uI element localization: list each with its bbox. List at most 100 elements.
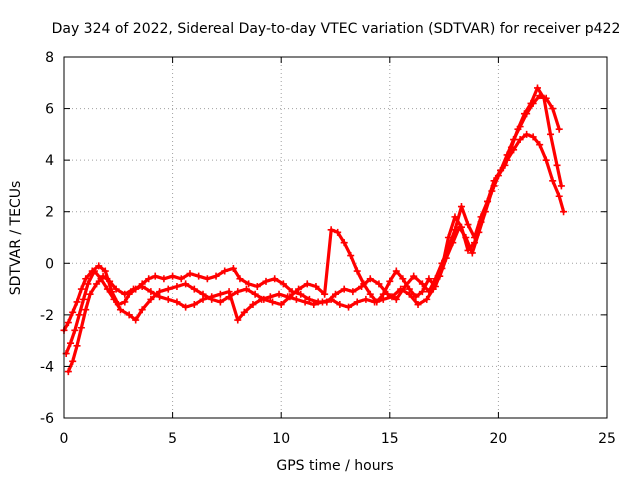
data-point <box>292 295 300 303</box>
y-tick-labels: -6 -4 -2 0 2 4 6 8 <box>40 50 54 427</box>
series-track-b <box>62 130 568 358</box>
data-point <box>360 280 368 288</box>
data-point <box>536 141 544 149</box>
data-point <box>425 275 433 283</box>
data-point <box>90 267 98 275</box>
data-point <box>169 272 177 280</box>
grid <box>64 57 607 418</box>
data-point <box>186 270 194 278</box>
x-tick-label: 0 <box>60 431 69 447</box>
data-point <box>82 306 90 314</box>
data-point <box>236 275 244 283</box>
x-tick-labels: 0 5 10 15 20 25 <box>60 431 616 447</box>
data-point <box>379 295 387 303</box>
y-axis-label: SDTVAR / TECUs <box>8 181 24 296</box>
data-point <box>547 130 555 138</box>
data-point <box>514 125 522 133</box>
data-point <box>101 267 109 275</box>
x-tick-label: 5 <box>168 431 177 447</box>
data-point <box>527 99 535 107</box>
data-point <box>64 368 72 376</box>
data-point <box>160 275 168 283</box>
data-point <box>177 275 185 283</box>
data-point <box>147 288 155 296</box>
y-tick-label: -4 <box>40 359 54 375</box>
data-point <box>542 156 550 164</box>
data-point <box>540 94 548 102</box>
data-point <box>347 252 355 260</box>
data-point <box>121 290 129 298</box>
data-point <box>451 213 459 221</box>
data-point <box>457 203 465 211</box>
data-point <box>212 272 220 280</box>
data-point <box>523 130 531 138</box>
data-point <box>488 187 496 195</box>
data-point <box>375 280 383 288</box>
data-point <box>405 290 413 298</box>
data-point <box>73 298 81 306</box>
data-point <box>468 249 476 257</box>
data-point <box>245 280 253 288</box>
data-point <box>75 311 83 319</box>
data-point <box>449 239 457 247</box>
data-point <box>138 282 146 290</box>
x-axis-label: GPS time / hours <box>276 458 393 474</box>
data-point <box>77 285 85 293</box>
data-point <box>203 275 211 283</box>
data-point <box>392 267 400 275</box>
data-point <box>303 280 311 288</box>
data-point <box>399 275 407 283</box>
data-point <box>262 277 270 285</box>
data-point <box>507 143 515 151</box>
data-point <box>555 192 563 200</box>
data-point <box>310 301 318 309</box>
data-point <box>279 280 287 288</box>
data-point <box>475 228 483 236</box>
data-point <box>86 290 94 298</box>
data-point <box>410 272 418 280</box>
data-point <box>481 208 489 216</box>
data-point <box>116 306 124 314</box>
data-point <box>190 301 198 309</box>
data-point <box>332 290 339 298</box>
data-point <box>190 285 198 293</box>
data-point <box>529 133 537 141</box>
data-point <box>99 272 107 280</box>
data-point <box>327 226 335 234</box>
y-tick-label: 8 <box>45 50 54 66</box>
data-point <box>249 301 257 309</box>
data-point <box>301 298 309 306</box>
data-point <box>103 285 111 293</box>
data-point <box>371 298 379 306</box>
series-layer <box>60 84 568 376</box>
y-tick-label: -6 <box>40 411 54 427</box>
data-point <box>84 280 92 288</box>
data-point <box>164 285 172 293</box>
data-point <box>271 275 279 283</box>
data-point <box>253 282 261 290</box>
data-point <box>284 293 292 301</box>
data-point <box>69 357 77 365</box>
data-point <box>549 177 557 185</box>
data-point <box>555 125 563 133</box>
data-point <box>336 301 344 309</box>
series-line <box>66 86 563 374</box>
data-point <box>242 285 250 293</box>
data-point <box>73 342 81 350</box>
data-point <box>125 311 133 319</box>
data-point <box>221 267 229 275</box>
data-point <box>240 308 248 316</box>
data-point <box>106 277 114 285</box>
data-point <box>269 298 277 306</box>
y-tick-label: 6 <box>45 102 54 118</box>
data-point <box>182 303 190 311</box>
data-point <box>195 272 203 280</box>
data-point <box>151 272 159 280</box>
data-point <box>173 298 181 306</box>
data-point <box>82 275 90 283</box>
data-point <box>549 105 557 113</box>
data-point <box>182 280 190 288</box>
data-point <box>340 285 348 293</box>
data-point <box>388 293 396 301</box>
